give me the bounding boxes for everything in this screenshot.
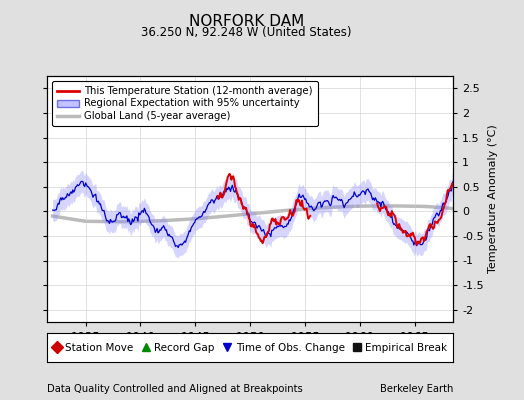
Legend: This Temperature Station (12-month average), Regional Expectation with 95% uncer: This Temperature Station (12-month avera…: [52, 81, 318, 126]
Text: Data Quality Controlled and Aligned at Breakpoints: Data Quality Controlled and Aligned at B…: [47, 384, 303, 394]
Text: Berkeley Earth: Berkeley Earth: [380, 384, 453, 394]
Y-axis label: Temperature Anomaly (°C): Temperature Anomaly (°C): [488, 125, 498, 273]
Text: 36.250 N, 92.248 W (United States): 36.250 N, 92.248 W (United States): [141, 26, 352, 39]
Legend: Station Move, Record Gap, Time of Obs. Change, Empirical Break: Station Move, Record Gap, Time of Obs. C…: [51, 340, 450, 355]
Text: NORFORK DAM: NORFORK DAM: [189, 14, 304, 29]
